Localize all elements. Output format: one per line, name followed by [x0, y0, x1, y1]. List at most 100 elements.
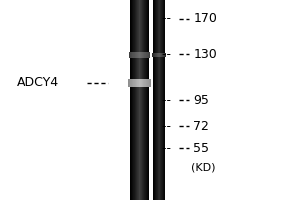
Bar	[149, 79, 150, 87]
Bar	[145, 79, 146, 87]
Bar	[148, 0, 149, 200]
Bar	[136, 52, 137, 58]
Bar	[129, 79, 130, 87]
Bar	[146, 0, 147, 200]
Bar	[139, 0, 140, 200]
Bar	[160, 0, 161, 200]
Bar	[155, 53, 156, 57]
Bar	[159, 0, 160, 200]
Bar	[162, 53, 163, 57]
Bar	[145, 0, 146, 200]
Bar	[142, 52, 143, 58]
Bar	[156, 53, 157, 57]
Bar	[158, 0, 159, 200]
Bar	[154, 53, 155, 57]
Bar	[163, 0, 164, 200]
Bar	[128, 79, 129, 87]
Bar	[130, 52, 131, 58]
Bar	[159, 53, 160, 57]
Bar	[152, 53, 153, 57]
Bar	[161, 53, 162, 57]
Bar	[136, 0, 137, 200]
Bar	[133, 52, 134, 58]
Bar	[135, 0, 136, 200]
Bar	[150, 79, 151, 87]
Bar	[143, 0, 144, 200]
Bar	[131, 79, 132, 87]
Bar	[145, 52, 146, 58]
Bar	[157, 0, 158, 200]
Text: --: --	[163, 142, 176, 154]
Text: 170: 170	[194, 12, 218, 25]
Bar	[132, 0, 133, 200]
Bar	[140, 0, 141, 200]
Bar	[143, 79, 144, 87]
Bar	[153, 0, 154, 200]
Bar	[137, 79, 138, 87]
Bar	[157, 53, 158, 57]
Bar	[130, 0, 131, 200]
Bar	[130, 79, 131, 87]
Text: 55: 55	[194, 142, 209, 154]
Text: --: --	[163, 12, 176, 25]
Bar	[141, 52, 142, 58]
Bar	[160, 53, 161, 57]
Bar	[139, 79, 140, 87]
Bar	[144, 0, 145, 200]
Text: 130: 130	[194, 47, 217, 60]
Bar	[140, 79, 141, 87]
Bar	[139, 52, 140, 58]
Text: 72: 72	[194, 119, 209, 132]
Text: 95: 95	[194, 94, 209, 106]
Bar	[138, 79, 139, 87]
Bar	[131, 52, 132, 58]
Bar	[142, 0, 143, 200]
Bar	[163, 53, 164, 57]
Bar	[133, 0, 134, 200]
Bar	[162, 0, 163, 200]
Bar	[148, 79, 149, 87]
Bar	[165, 53, 166, 57]
Text: (KD): (KD)	[190, 163, 215, 173]
Bar	[153, 53, 154, 57]
Bar	[158, 53, 159, 57]
Bar	[144, 52, 145, 58]
Text: --: --	[163, 94, 176, 106]
Bar	[135, 79, 136, 87]
Bar	[138, 52, 139, 58]
Bar	[156, 0, 157, 200]
Bar	[154, 0, 155, 200]
Text: --: --	[163, 47, 176, 60]
Bar	[134, 79, 135, 87]
Bar	[147, 79, 148, 87]
Bar	[151, 79, 152, 87]
Bar	[140, 52, 141, 58]
Bar	[149, 52, 150, 58]
Bar	[138, 0, 139, 200]
Bar	[134, 0, 135, 200]
Bar	[164, 0, 165, 200]
Bar	[136, 52, 137, 58]
Bar	[132, 52, 133, 58]
Bar	[141, 79, 142, 87]
Bar	[132, 79, 133, 87]
Bar	[155, 0, 156, 200]
Bar	[146, 79, 147, 87]
Bar	[161, 0, 162, 200]
Bar	[131, 0, 132, 200]
Bar	[142, 79, 143, 87]
Text: --: --	[163, 119, 176, 132]
Bar	[143, 52, 144, 58]
Bar	[164, 53, 165, 57]
Bar	[144, 79, 145, 87]
Bar	[135, 52, 136, 58]
Bar	[136, 79, 137, 87]
Bar	[141, 0, 142, 200]
Bar	[154, 53, 155, 57]
Bar	[147, 0, 148, 200]
Bar	[137, 52, 138, 58]
Bar	[129, 52, 130, 58]
Text: ADCY4: ADCY4	[16, 76, 59, 90]
Bar	[160, 53, 161, 57]
Bar	[137, 0, 138, 200]
